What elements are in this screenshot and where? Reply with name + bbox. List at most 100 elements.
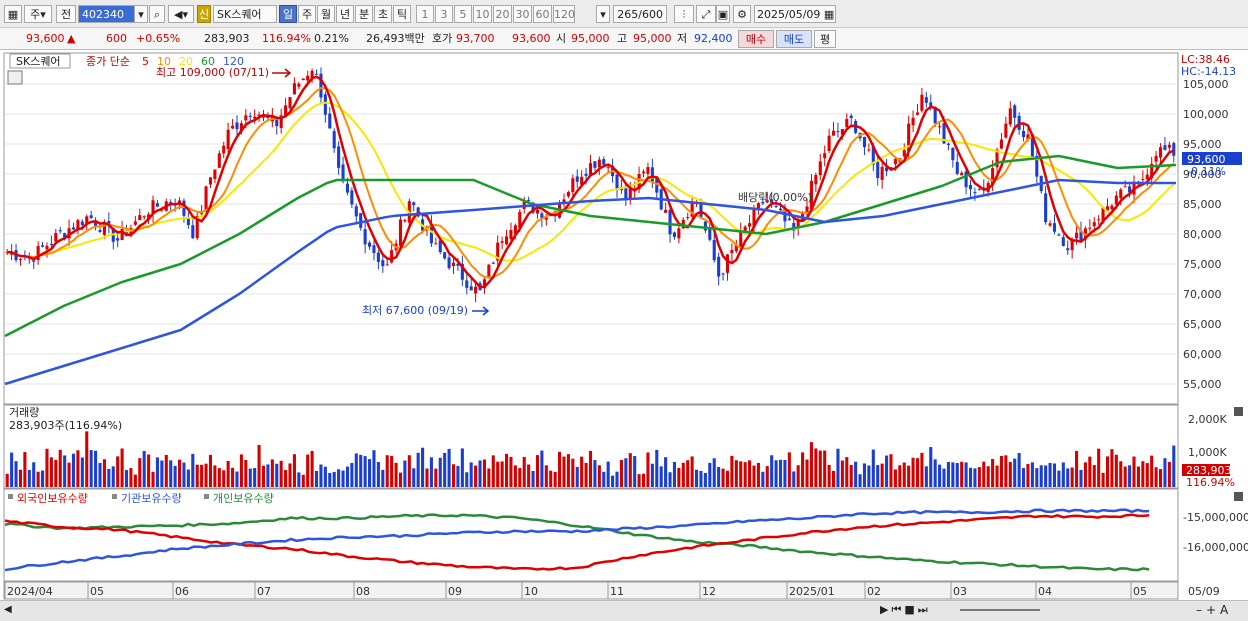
tab-interval-4[interactable]: 분 xyxy=(355,5,373,23)
volume-bar xyxy=(222,470,226,487)
volume-bar xyxy=(575,466,579,487)
volume-bar xyxy=(253,468,257,487)
search-icon[interactable]: ⌕ xyxy=(149,5,165,23)
candle-body xyxy=(765,200,769,203)
candle-icon[interactable]: ⫶ xyxy=(674,5,694,23)
volume-bar xyxy=(368,459,372,487)
x-tick-label: 08 xyxy=(356,585,370,598)
count-button-60[interactable]: 60 xyxy=(533,5,552,23)
volume-bar xyxy=(314,470,319,487)
candle-body xyxy=(540,213,544,219)
volume-bar xyxy=(637,474,641,487)
volume-bar xyxy=(301,474,305,487)
candle-body xyxy=(465,280,469,288)
x-tick-label: 09 xyxy=(448,585,462,598)
candle-body xyxy=(650,167,654,182)
volume-bar xyxy=(71,453,76,487)
chart-area[interactable]: 105,000 100,000 95,000 90,000 85,000 80,000 75… xyxy=(0,50,1248,600)
code-input[interactable]: 402340 xyxy=(78,5,138,23)
chevron-down-icon[interactable]: ▾ xyxy=(134,5,148,23)
volume-bar xyxy=(310,450,314,487)
tab-interval-6[interactable]: 틱 xyxy=(393,5,411,23)
date-axis: 2024/04 05 06 07 08 09 10 11 12 2025/01 02 03 04 05 05… xyxy=(3,581,1220,600)
change-arrow-icon: ▲ xyxy=(67,32,76,45)
close-icon[interactable] xyxy=(1234,492,1243,501)
candle-body xyxy=(1154,155,1158,162)
volume-bar xyxy=(45,448,49,487)
count-button-20[interactable]: 20 xyxy=(493,5,512,23)
gear-icon[interactable]: ⚙ xyxy=(733,5,751,23)
count-button-5[interactable]: 5 xyxy=(454,5,472,23)
ma-legend: 5 10 20 60 120 xyxy=(142,55,244,68)
y-tick-label: 105,000 xyxy=(1183,78,1229,91)
candle-body xyxy=(412,202,416,206)
volume-bar xyxy=(191,453,195,487)
eval-button[interactable]: 평 xyxy=(814,30,836,48)
volume-bar xyxy=(876,465,880,487)
count-button-10[interactable]: 10 xyxy=(473,5,492,23)
date-field[interactable]: 2025/05/09 ▦ xyxy=(754,5,836,23)
zoom-slider[interactable] xyxy=(960,609,1040,611)
zoom-buttons[interactable]: –+A xyxy=(1196,603,1233,617)
volume-bar xyxy=(544,465,548,487)
period-select[interactable]: 주▾ xyxy=(24,5,52,23)
layout-icon[interactable]: ▦ xyxy=(4,5,22,23)
close-icon[interactable] xyxy=(1234,407,1243,416)
tab-interval-3[interactable]: 년 xyxy=(336,5,354,23)
moving-averages xyxy=(4,68,1177,386)
horizontal-scrollbar[interactable]: ◀ ▶⏮■⏭ –+A xyxy=(0,600,1248,621)
candle-body xyxy=(1035,155,1039,177)
volume-bar xyxy=(1110,449,1114,487)
candle-body xyxy=(297,83,301,87)
calendar-icon[interactable]: ▦ xyxy=(823,8,835,21)
stock-name-field[interactable]: SK스퀘어 xyxy=(213,5,277,23)
all-button[interactable]: 전 xyxy=(56,5,76,23)
candle-body xyxy=(593,161,597,168)
tools-icon[interactable]: ⤢ xyxy=(696,5,716,23)
volume-bar xyxy=(522,456,526,487)
volume-bar xyxy=(756,462,760,487)
holding-legend-1: 기관보유수량 xyxy=(121,492,182,505)
volume-bar xyxy=(266,464,270,487)
tab-interval-5[interactable]: 초 xyxy=(374,5,392,23)
ma-title: 종가 단순 xyxy=(86,55,130,68)
candle-body xyxy=(186,217,190,225)
volume-bar xyxy=(248,468,252,487)
tab-interval-2[interactable]: 월 xyxy=(317,5,335,23)
scroll-left-icon[interactable]: ◀ xyxy=(4,604,12,615)
x-tick-label: 03 xyxy=(953,585,967,598)
candle-body xyxy=(1105,206,1110,211)
candle-body xyxy=(792,222,796,231)
candle-body xyxy=(946,143,950,145)
tab-interval-1[interactable]: 주 xyxy=(298,5,316,23)
save-icon[interactable]: ▣ xyxy=(716,5,730,23)
volume-bar xyxy=(911,457,915,487)
candle-body xyxy=(58,230,62,232)
speaker-icon[interactable]: ◀▾ xyxy=(168,5,194,23)
candle-body xyxy=(708,227,712,240)
count-button-120[interactable]: 120 xyxy=(553,5,575,23)
candle-body xyxy=(301,78,305,81)
candle-body xyxy=(902,150,906,157)
volume-bar xyxy=(1154,467,1158,487)
volume-bar xyxy=(319,464,323,487)
y-tick-label: 90,000 xyxy=(1183,168,1222,181)
count-button-3[interactable]: 3 xyxy=(435,5,453,23)
count-button-30[interactable]: 30 xyxy=(513,5,532,23)
playback-controls[interactable]: ▶⏮■⏭ xyxy=(880,603,931,616)
bars-count-field[interactable]: 265/600 xyxy=(613,5,667,23)
candle-body xyxy=(231,125,235,129)
count-button-1[interactable]: 1 xyxy=(416,5,434,23)
candle-body xyxy=(681,219,685,229)
chevron-down-icon[interactable]: ▾ xyxy=(596,5,610,23)
tab-interval-0[interactable]: 일 xyxy=(279,5,297,23)
candle-body xyxy=(292,83,296,95)
candle-body xyxy=(372,245,376,254)
candle-body xyxy=(226,129,230,150)
holding-lines: -15,000,000 -16,000,000 xyxy=(4,508,1248,572)
volume-bar xyxy=(991,458,995,487)
candle-body xyxy=(116,238,120,241)
candle-body xyxy=(1052,223,1057,232)
buy-button[interactable]: 매수 xyxy=(738,30,774,48)
sell-button[interactable]: 매도 xyxy=(776,30,812,48)
